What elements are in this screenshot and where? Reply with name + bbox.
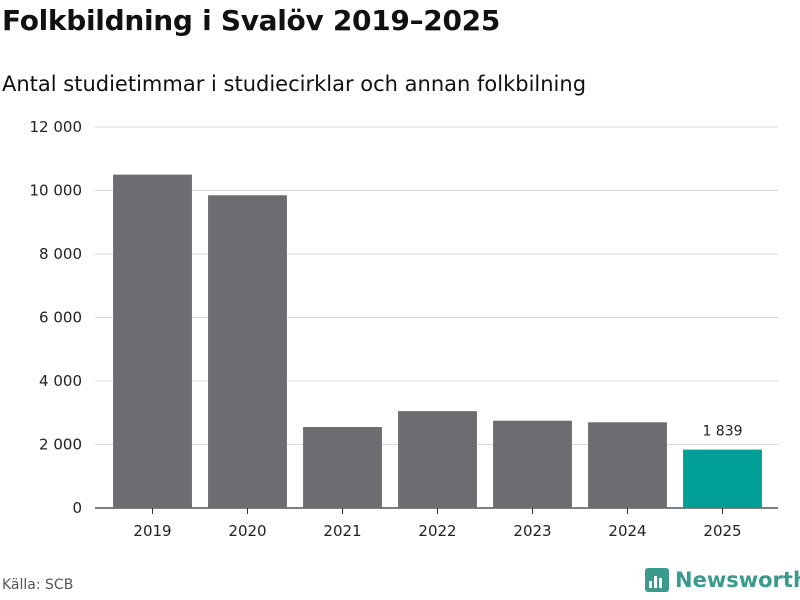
y-tick-label: 0	[72, 499, 82, 517]
newsworthy-logo-icon	[645, 568, 669, 592]
brand-name: Newsworthy	[675, 568, 800, 592]
y-axis-ticks: 0 2 000 4 000 6 000 8 000 10 000 12 000	[30, 118, 83, 517]
x-axis-ticks: 2019 2020 2021 2022 2023 2024 2025	[133, 508, 742, 540]
chart-title: Folkbildning i Svalöv 2019–2025	[2, 4, 501, 37]
chart-subtitle: Antal studietimmar i studiecirklar och a…	[2, 72, 587, 96]
brand-logo: Newsworthy	[645, 568, 800, 592]
bar-2023	[493, 420, 572, 508]
x-tick-label: 2022	[418, 522, 456, 540]
bars	[113, 174, 762, 508]
source-note: Källa: SCB	[2, 577, 74, 593]
x-tick-label: 2019	[133, 522, 171, 540]
x-tick-label: 2021	[323, 522, 361, 540]
x-tick-label: 2024	[608, 522, 646, 540]
y-tick-label: 4 000	[39, 372, 82, 390]
data-label-2025: 1 839	[702, 424, 742, 440]
bar-2025	[683, 449, 762, 508]
bar-2024	[588, 422, 667, 508]
data-labels: 1 839	[702, 424, 742, 440]
x-tick-label: 2025	[703, 522, 741, 540]
y-tick-label: 12 000	[30, 118, 83, 136]
bar-2020	[208, 195, 287, 508]
bar-2021	[303, 427, 382, 508]
y-tick-label: 2 000	[39, 436, 82, 454]
bar-2019	[113, 174, 192, 508]
x-tick-label: 2023	[513, 522, 551, 540]
y-tick-label: 10 000	[30, 182, 83, 200]
y-tick-label: 8 000	[39, 245, 82, 263]
x-tick-label: 2020	[228, 522, 266, 540]
y-tick-label: 6 000	[39, 309, 82, 327]
bar-2022	[398, 411, 477, 508]
